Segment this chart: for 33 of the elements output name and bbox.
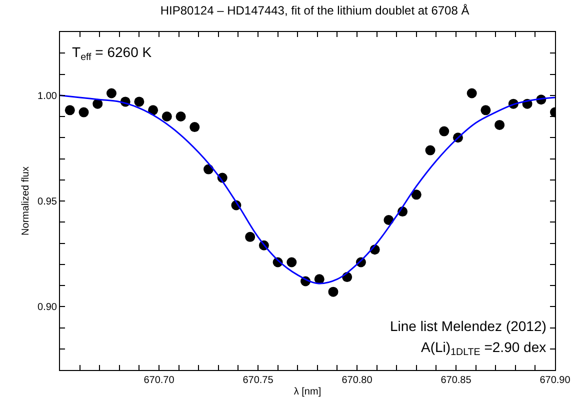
point [494,120,505,130]
x-tick-label: 670.80 [342,375,373,386]
point [245,232,256,242]
x-tick-label: 670.75 [242,375,274,386]
point [480,105,491,116]
point [64,105,75,116]
annotation: T$_{eff}$ = 6260 K [72,44,152,63]
point [148,105,158,116]
point [439,126,450,136]
point [92,98,103,109]
y-tick-label: 1.00 [38,90,58,102]
point [134,96,144,107]
point [286,257,297,268]
x-tick-label: 670.85 [440,375,472,386]
point [425,145,436,156]
point [162,112,172,122]
point [190,122,200,132]
point [466,88,477,98]
point [328,286,338,297]
annotation: Line list Melendez (2012) [390,318,546,334]
chart-title: HIP80124 – HD147443, fit of the lithium doublet at 6708 Å [160,4,470,18]
point [78,107,89,118]
point [176,112,186,122]
annotation: A(Li)$_{1DLTE}$ =2.90 dex [421,339,546,358]
line-series [60,94,555,284]
x-tick-label: 670.90 [540,375,571,386]
y-axis-title: Normalized flux [20,166,32,236]
y-tick-label: 0.95 [38,196,58,208]
point [411,190,422,200]
x-tick-label: 670.70 [144,375,175,386]
point [106,88,116,98]
y-tick-label: 0.90 [38,302,58,314]
x-axis-title: λ [nm] [294,386,322,398]
